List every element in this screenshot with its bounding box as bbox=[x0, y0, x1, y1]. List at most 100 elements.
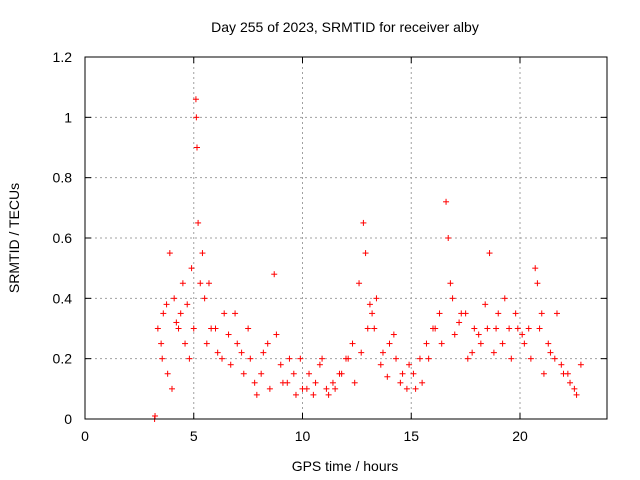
data-point bbox=[227, 361, 234, 368]
data-point bbox=[188, 265, 195, 272]
data-point bbox=[553, 310, 560, 317]
data-point bbox=[373, 295, 380, 302]
data-point bbox=[219, 355, 226, 362]
data-point bbox=[205, 280, 212, 287]
data-point bbox=[547, 349, 554, 356]
data-point bbox=[527, 355, 534, 362]
data-point bbox=[325, 391, 332, 398]
data-point bbox=[445, 235, 452, 241]
data-point bbox=[182, 340, 189, 347]
data-point bbox=[567, 379, 574, 386]
data-point bbox=[164, 370, 171, 377]
data-point bbox=[247, 355, 254, 362]
x-axis-label: GPS time / hours bbox=[292, 458, 399, 474]
data-point bbox=[299, 385, 306, 392]
data-point bbox=[506, 325, 513, 332]
data-point bbox=[286, 355, 293, 362]
data-point bbox=[384, 373, 391, 380]
data-point bbox=[356, 280, 363, 287]
data-point bbox=[366, 301, 373, 308]
data-point bbox=[471, 325, 478, 332]
data-point bbox=[345, 355, 352, 362]
data-point bbox=[490, 349, 497, 356]
data-point bbox=[393, 355, 400, 362]
data-point bbox=[190, 325, 197, 332]
data-point bbox=[573, 391, 580, 398]
x-tick-label: 10 bbox=[295, 428, 311, 444]
x-tick-label: 0 bbox=[81, 428, 89, 444]
data-point bbox=[443, 198, 450, 205]
data-point bbox=[469, 349, 476, 356]
data-point bbox=[551, 355, 558, 362]
data-point bbox=[536, 325, 543, 332]
data-point bbox=[184, 301, 191, 308]
x-tick-label: 15 bbox=[403, 428, 419, 444]
data-point bbox=[560, 370, 567, 377]
ticks-layer: 0 0.2 0.4 0.6 0.8 1 1.2 0 5 10 15 20 bbox=[53, 49, 607, 444]
data-point bbox=[512, 310, 519, 317]
data-point bbox=[577, 361, 584, 368]
data-point bbox=[179, 280, 186, 287]
data-point bbox=[482, 301, 489, 308]
data-point bbox=[245, 325, 252, 332]
data-point bbox=[545, 340, 552, 347]
data-point bbox=[360, 219, 367, 226]
data-point bbox=[260, 349, 267, 356]
data-point bbox=[458, 310, 465, 317]
data-point bbox=[186, 355, 193, 362]
data-point bbox=[451, 331, 458, 338]
data-point bbox=[240, 370, 247, 377]
data-point bbox=[316, 361, 323, 368]
data-point bbox=[571, 385, 578, 392]
data-point bbox=[349, 340, 356, 347]
data-point bbox=[558, 361, 565, 368]
data-point bbox=[475, 331, 482, 338]
data-point bbox=[416, 355, 423, 362]
data-point bbox=[277, 361, 284, 368]
data-point bbox=[279, 379, 286, 386]
data-point bbox=[397, 379, 404, 386]
data-point bbox=[152, 412, 159, 419]
data-point bbox=[484, 325, 491, 332]
data-point bbox=[438, 340, 445, 347]
points-layer bbox=[151, 96, 584, 422]
data-point bbox=[501, 295, 508, 302]
data-point bbox=[332, 385, 339, 392]
data-point bbox=[403, 385, 410, 392]
data-point bbox=[271, 271, 278, 278]
chart-title: Day 255 of 2023, SRMTID for receiver alb… bbox=[211, 19, 479, 35]
data-point bbox=[514, 325, 521, 332]
data-point bbox=[538, 310, 545, 317]
data-point bbox=[323, 385, 330, 392]
data-point bbox=[273, 331, 280, 338]
data-point bbox=[521, 340, 528, 347]
data-point bbox=[258, 370, 265, 377]
grid-layer bbox=[85, 57, 607, 419]
data-point bbox=[351, 379, 358, 386]
data-point bbox=[225, 331, 232, 338]
y-tick-label: 0.6 bbox=[53, 230, 73, 246]
data-point bbox=[477, 340, 484, 347]
data-point bbox=[358, 349, 365, 356]
data-point bbox=[163, 301, 170, 308]
data-point bbox=[312, 379, 319, 386]
data-point bbox=[369, 310, 376, 317]
data-point bbox=[266, 385, 273, 392]
data-point bbox=[310, 391, 317, 398]
y-tick-label: 1.2 bbox=[53, 49, 73, 65]
data-point bbox=[154, 325, 161, 332]
y-axis-label: SRMTID / TECUs bbox=[6, 183, 22, 293]
data-point bbox=[158, 340, 165, 347]
x-tick-label: 20 bbox=[512, 428, 528, 444]
data-point bbox=[371, 325, 378, 332]
data-point bbox=[449, 295, 456, 302]
data-point bbox=[519, 331, 526, 338]
y-tick-label: 0.2 bbox=[53, 351, 73, 367]
data-point bbox=[195, 219, 202, 226]
data-point bbox=[319, 355, 326, 362]
data-point bbox=[329, 379, 336, 386]
data-point bbox=[362, 250, 369, 257]
data-point bbox=[499, 340, 506, 347]
data-point bbox=[436, 310, 443, 317]
data-point bbox=[201, 295, 208, 302]
